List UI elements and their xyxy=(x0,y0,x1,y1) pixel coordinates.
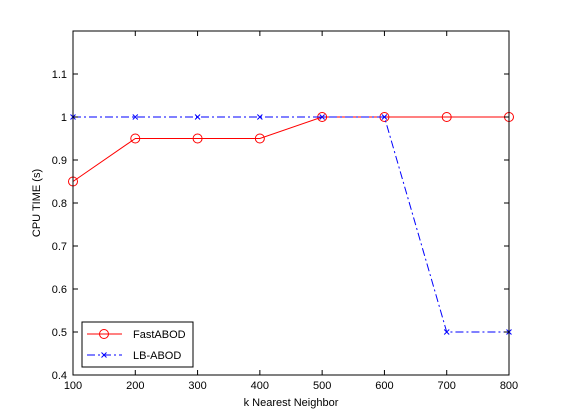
ticks-layer xyxy=(72,31,510,376)
x-axis-label: k Nearest Neighbor xyxy=(244,397,339,409)
x-tick-label: 200 xyxy=(126,380,144,392)
y-tick-label: 0.5 xyxy=(52,327,67,339)
y-tick-label: 0.9 xyxy=(52,155,67,167)
series-line xyxy=(73,116,509,333)
tick-labels-layer: 100 200 300 400 500 600 700 800 0.4 0.5 0.6 0.7 0.8 0… xyxy=(52,69,518,392)
data-point xyxy=(443,329,450,335)
y-tick-label: 1 xyxy=(61,112,67,124)
x-tick-label: 800 xyxy=(500,380,518,392)
data-point xyxy=(381,114,388,120)
legend-marker xyxy=(101,352,107,358)
x-tick-label: 100 xyxy=(64,380,82,392)
legend-marker xyxy=(99,329,109,339)
x-tick-label: 500 xyxy=(313,380,331,392)
plot-area xyxy=(73,31,509,375)
data-point xyxy=(132,114,139,120)
legend: FastABOD LB-ABOD xyxy=(81,321,194,368)
x-tick-label: 600 xyxy=(375,380,393,392)
data-point xyxy=(319,114,325,120)
legend-items: FastABOD LB-ABOD xyxy=(87,329,186,362)
data-point xyxy=(130,133,141,144)
data-point xyxy=(257,114,263,120)
legend-entry: LB-ABOD xyxy=(87,350,181,362)
legend-box xyxy=(81,321,194,368)
series-line xyxy=(72,116,509,182)
data-point xyxy=(194,114,201,120)
y-tick-label: 0.8 xyxy=(52,198,67,210)
x-tick-label: 300 xyxy=(188,380,206,392)
x-tick-label: 400 xyxy=(251,380,269,392)
legend-label: FastABOD xyxy=(133,329,186,341)
legend-entry: FastABOD xyxy=(87,329,186,341)
y-tick-label: 1.1 xyxy=(52,69,67,81)
y-tick-label: 0.4 xyxy=(52,370,67,382)
y-tick-label: 0.6 xyxy=(52,284,67,296)
x-tick-label: 700 xyxy=(438,380,456,392)
y-axis-label: CPU TIME (s) xyxy=(31,169,43,237)
legend-label: LB-ABOD xyxy=(133,350,181,362)
data-point xyxy=(441,112,452,122)
y-tick-label: 0.7 xyxy=(52,241,67,253)
series-layer xyxy=(68,112,514,335)
data-point xyxy=(192,133,203,144)
data-point xyxy=(254,133,265,144)
